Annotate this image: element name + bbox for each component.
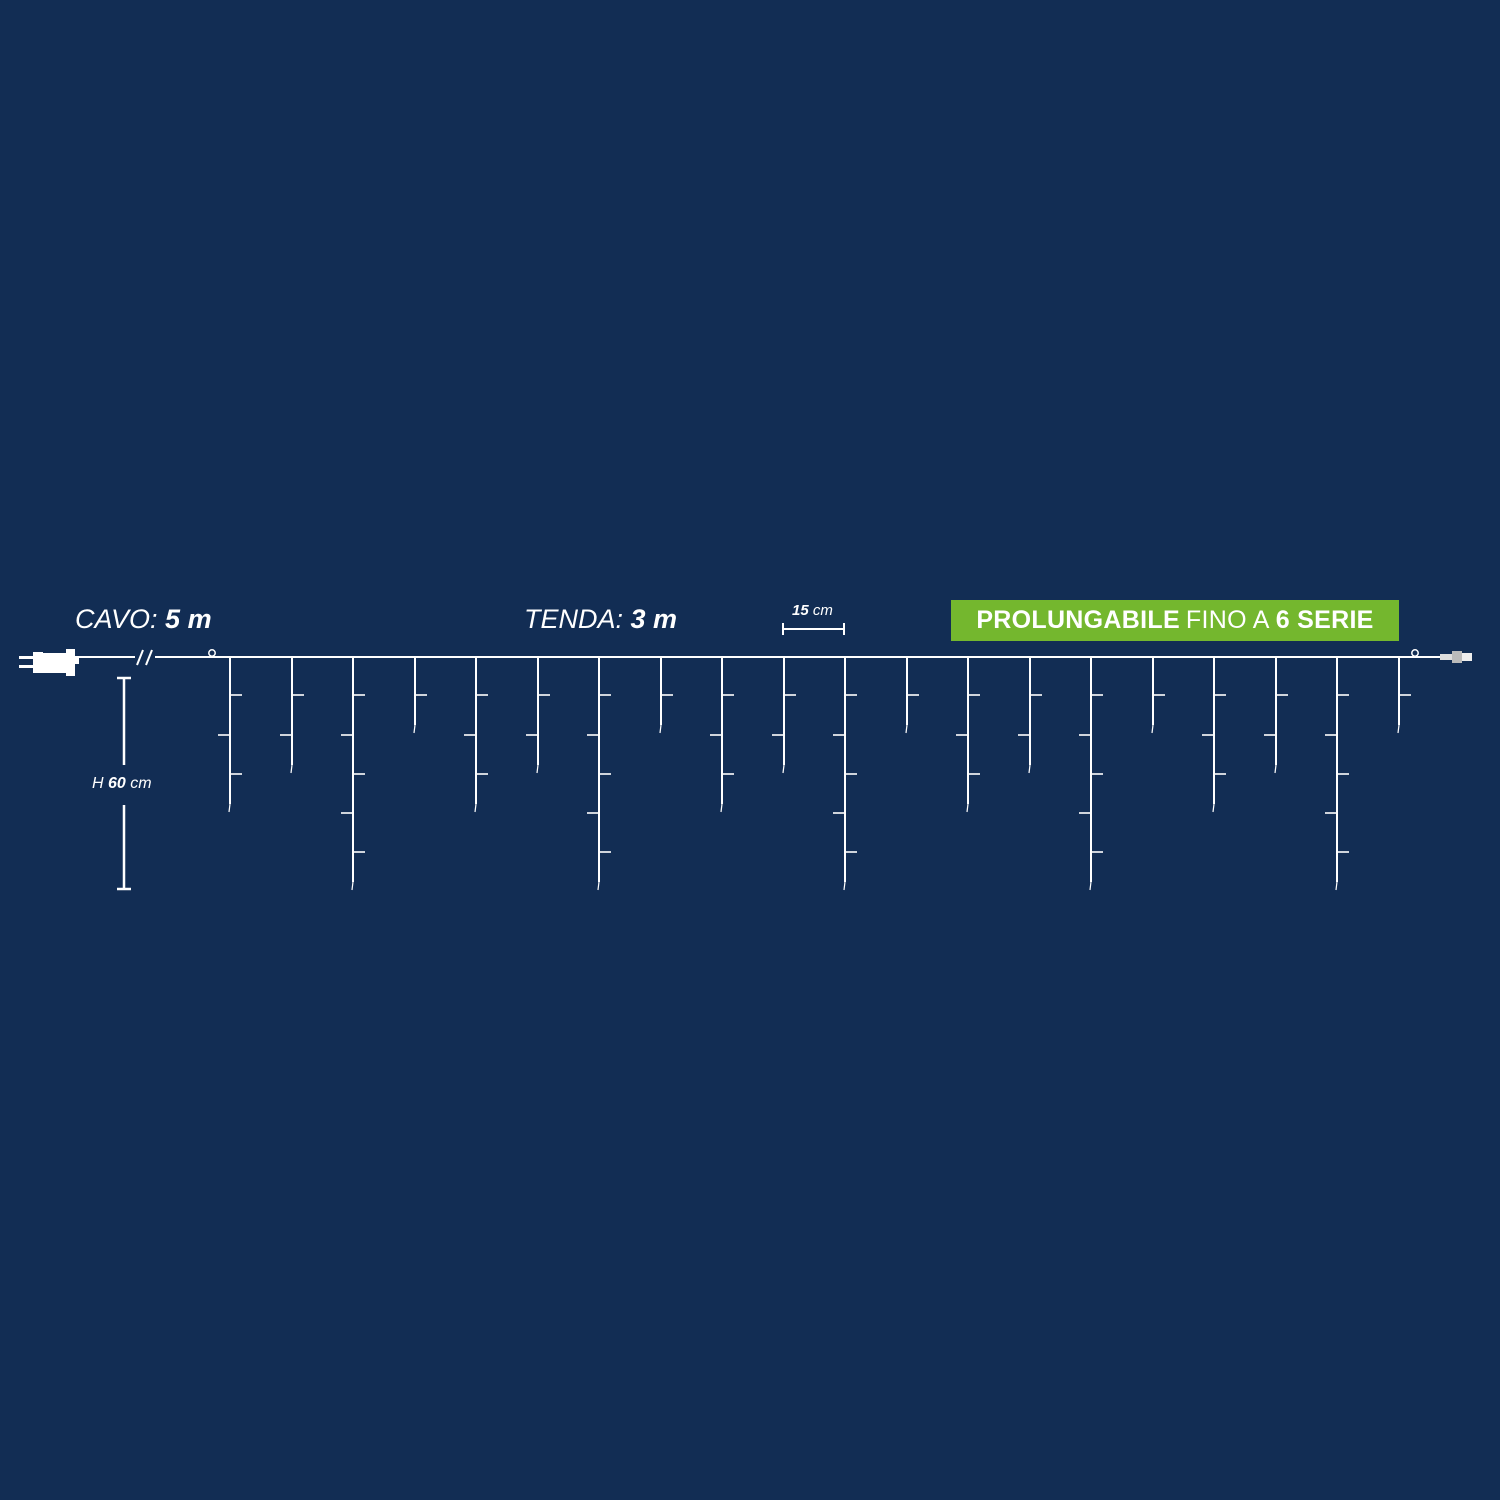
drop-tip	[1212, 803, 1215, 813]
drop-strand	[464, 657, 488, 813]
cable-label: CAVO:	[75, 604, 158, 634]
drop-strand	[413, 657, 427, 734]
plug-icon	[19, 649, 79, 676]
hook-icon	[208, 649, 216, 657]
drop-tip	[1397, 724, 1400, 734]
height-unit: cm	[130, 775, 152, 792]
drop-strand	[1018, 657, 1042, 774]
drop-tip	[1151, 724, 1154, 734]
drop-strand	[218, 657, 242, 813]
drop-tip	[720, 803, 723, 813]
drop-strand	[280, 657, 304, 774]
drop-strand	[659, 657, 673, 734]
drop-strand	[956, 657, 980, 813]
drop-strand	[1151, 657, 1165, 734]
drop-tip	[536, 764, 539, 774]
spacing-unit: cm	[812, 602, 833, 619]
drop-tip	[474, 803, 477, 813]
spacing-label: 15 cm	[792, 602, 833, 619]
height-prefix: H	[92, 775, 104, 792]
cable-value: 5 m	[165, 604, 212, 634]
drop-strand	[1264, 657, 1288, 774]
drop-tip	[1335, 881, 1338, 891]
drop-strand	[526, 657, 550, 774]
drop-strand	[1079, 657, 1103, 891]
drop-tip	[966, 803, 969, 813]
spacing-dimension	[782, 623, 845, 635]
end-connector-icon	[1440, 651, 1472, 663]
drop-strand	[772, 657, 796, 774]
drop-strand	[710, 657, 734, 813]
height-label: H 60 cm	[92, 773, 152, 795]
hook-icon	[1411, 649, 1419, 657]
badge-normal-text: FINO A	[1185, 606, 1270, 634]
curtain-label: TENDA:	[524, 604, 624, 634]
extendable-badge: PROLUNGABILE FINO A 6 SERIE	[951, 600, 1399, 641]
drop-tip	[597, 881, 600, 891]
drop-strand	[1325, 657, 1349, 891]
height-dimension	[117, 676, 131, 891]
cable-length-label: CAVO: 5 m	[75, 604, 212, 635]
drops	[218, 657, 1411, 891]
drop-tip	[1028, 764, 1031, 774]
drop-tip	[843, 881, 846, 891]
drop-strand	[1397, 657, 1411, 734]
drop-tip	[905, 724, 908, 734]
height-value: 60	[108, 775, 126, 792]
drop-strand	[905, 657, 919, 734]
drop-tip	[782, 764, 785, 774]
curtain-length-label: TENDA: 3 m	[524, 604, 677, 635]
drop-strand	[833, 657, 857, 891]
drop-strand	[1202, 657, 1226, 813]
drop-tip	[290, 764, 293, 774]
drop-strand	[587, 657, 611, 891]
drop-strand	[341, 657, 365, 891]
spacing-value: 15	[792, 602, 809, 619]
drop-tip	[659, 724, 662, 734]
drop-tip	[413, 724, 416, 734]
badge-series-text: 6 SERIE	[1275, 606, 1374, 634]
drop-tip	[1089, 881, 1092, 891]
drop-tip	[351, 881, 354, 891]
curtain-value: 3 m	[630, 604, 678, 634]
drop-tip	[228, 803, 231, 813]
drop-tip	[1274, 764, 1277, 774]
cable-break-icon	[135, 649, 155, 666]
badge-bold-text: PROLUNGABILE	[976, 606, 1180, 634]
